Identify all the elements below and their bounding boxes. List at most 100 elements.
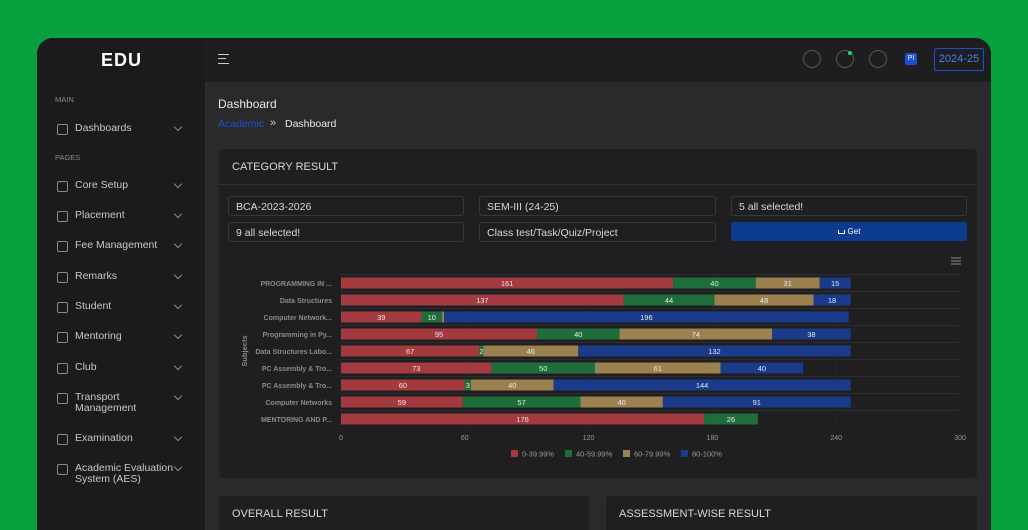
legend-swatch bbox=[565, 450, 572, 457]
assessment-select[interactable]: Class test/Task/Quiz/Project bbox=[479, 222, 716, 242]
menu-icon bbox=[57, 272, 68, 283]
data-label: 48 bbox=[760, 296, 768, 305]
menu-item[interactable]: Placement bbox=[75, 209, 125, 221]
data-label: 137 bbox=[476, 296, 489, 305]
menu-chevron bbox=[173, 239, 183, 249]
bar-segment bbox=[578, 345, 851, 357]
breadcrumb-separator: » bbox=[270, 117, 277, 129]
bar-segment bbox=[341, 277, 674, 289]
legend-swatch bbox=[511, 450, 518, 457]
multi-select[interactable]: 5 all selected! bbox=[731, 196, 967, 216]
batch-select[interactable]: BCA-2023-2026 bbox=[228, 196, 464, 216]
bar-segment bbox=[341, 294, 624, 306]
data-label: 144 bbox=[696, 381, 709, 390]
data-label: 61 bbox=[654, 364, 662, 373]
data-label: 91 bbox=[753, 398, 761, 407]
data-label: 95 bbox=[435, 330, 443, 339]
menu-icon bbox=[57, 434, 68, 445]
user-badge[interactable]: PI bbox=[905, 53, 917, 65]
data-label: 50 bbox=[539, 364, 547, 373]
bar-segment bbox=[341, 413, 705, 425]
menu-item[interactable]: Mentoring bbox=[75, 330, 122, 342]
bar-segment bbox=[341, 328, 538, 340]
menu-item[interactable]: Examination bbox=[75, 432, 133, 444]
bar-segment bbox=[813, 294, 851, 306]
breadcrumb-current: Dashboard bbox=[285, 118, 337, 130]
data-label: 59 bbox=[398, 398, 406, 407]
data-label: 57 bbox=[517, 398, 525, 407]
x-tick-label: 0 bbox=[339, 435, 343, 442]
menu-item[interactable]: Club bbox=[75, 361, 97, 373]
fullscreen-button[interactable] bbox=[869, 50, 887, 68]
data-label: 40 bbox=[758, 364, 766, 373]
bar-segment bbox=[462, 396, 581, 408]
sidebar: EDU MAIN Dashboards PAGES Core Setup Placeme… bbox=[37, 38, 206, 530]
menu-item[interactable]: Core Setup bbox=[75, 179, 129, 191]
legend-swatch bbox=[623, 450, 630, 457]
y-tick-label: MENTORING AND P... bbox=[261, 417, 332, 424]
menu-item[interactable]: Academic Evaluation System (AES) bbox=[75, 462, 174, 485]
menu-chevron bbox=[173, 462, 183, 472]
menu-icon bbox=[57, 464, 68, 475]
menu-item[interactable]: Dashboards bbox=[75, 122, 132, 134]
menu-chevron bbox=[173, 122, 183, 132]
app-window: EDU MAIN Dashboards PAGES Core Setup Placeme… bbox=[37, 38, 991, 530]
section-heading: MAIN bbox=[55, 95, 74, 104]
bar-segment bbox=[470, 379, 554, 391]
menu-item[interactable]: Fee Management bbox=[75, 239, 158, 251]
data-label: 67 bbox=[406, 347, 414, 356]
y-tick-label: Data Structures bbox=[280, 298, 332, 305]
menu-icon bbox=[57, 181, 68, 192]
y-tick-label: PC Assembly & Tro... bbox=[262, 366, 332, 373]
legend-label: 60-79.99% bbox=[634, 450, 671, 459]
get-button[interactable]: Get bbox=[731, 222, 967, 241]
x-tick-label: 240 bbox=[830, 435, 842, 442]
notification-button[interactable] bbox=[836, 50, 854, 68]
data-label: 176 bbox=[516, 415, 529, 424]
menu-icon bbox=[57, 124, 68, 135]
menu-chevron bbox=[173, 179, 183, 189]
theme-button[interactable] bbox=[803, 50, 821, 68]
bar-segment bbox=[341, 379, 465, 391]
data-label: 40 bbox=[508, 381, 516, 390]
section-heading: PAGES bbox=[55, 153, 81, 162]
data-label: 31 bbox=[784, 279, 792, 288]
bar-segment bbox=[755, 277, 820, 289]
subject-select[interactable]: 9 all selected! bbox=[228, 222, 464, 242]
data-label: 18 bbox=[828, 296, 836, 305]
menu-item[interactable]: Transport Management bbox=[75, 391, 137, 414]
bar-segment bbox=[341, 362, 492, 374]
bar-segment bbox=[720, 362, 804, 374]
data-label: 132 bbox=[708, 347, 721, 356]
chart-menu[interactable] bbox=[951, 257, 961, 265]
menu-chevron bbox=[173, 330, 183, 340]
menu-toggle[interactable] bbox=[218, 54, 229, 64]
data-label: 196 bbox=[640, 313, 653, 322]
x-tick-label: 120 bbox=[583, 435, 595, 442]
y-tick-label: PC Assembly & Tro... bbox=[262, 383, 332, 390]
menu-item[interactable]: Student bbox=[75, 300, 112, 312]
x-tick-label: 300 bbox=[954, 435, 966, 442]
bar-segment bbox=[537, 328, 620, 340]
breadcrumb-link[interactable]: Academic bbox=[218, 118, 265, 130]
semester-select[interactable]: SEM-III (24-25) bbox=[479, 196, 716, 216]
menu-icon bbox=[57, 211, 68, 222]
topbar: PI 2024-25 bbox=[205, 38, 991, 83]
bar-segment bbox=[594, 362, 721, 374]
bar-segment bbox=[341, 311, 422, 323]
bar-segment bbox=[341, 396, 463, 408]
menu-item[interactable]: Remarks bbox=[75, 270, 118, 282]
bar-segment bbox=[673, 277, 756, 289]
logo[interactable]: EDU bbox=[101, 50, 143, 70]
data-label: 60 bbox=[399, 381, 407, 390]
assessment-card: ASSESSMENT-WISE RESULT bbox=[606, 496, 977, 530]
y-tick-label: Programming in Py... bbox=[263, 332, 333, 339]
menu-icon bbox=[57, 363, 68, 374]
y-axis-label: Subjects bbox=[240, 335, 249, 366]
menu-icon bbox=[57, 302, 68, 313]
data-label: 39 bbox=[377, 313, 385, 322]
year-button[interactable]: 2024-25 bbox=[934, 48, 984, 71]
menu-icon bbox=[57, 241, 68, 252]
menu-chevron bbox=[173, 391, 183, 401]
